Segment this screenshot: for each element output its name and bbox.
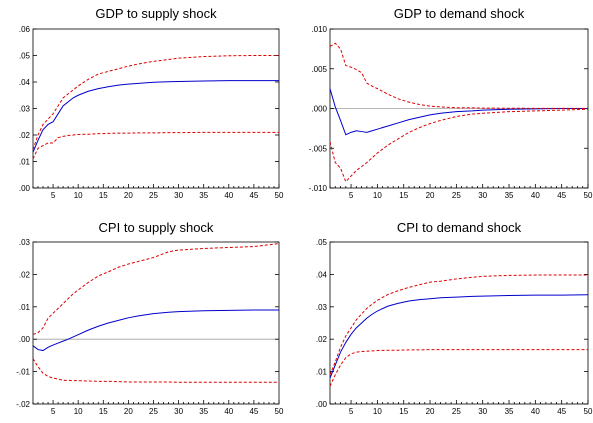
y-tick-label: .04	[316, 270, 328, 279]
y-tick-label: -.02	[16, 400, 30, 409]
x-tick-label: 45	[249, 407, 258, 416]
x-tick-label: 45	[557, 407, 566, 416]
chart-title: GDP to supply shock	[95, 6, 217, 21]
x-tick-label: 50	[275, 407, 284, 416]
x-tick-label: 40	[531, 191, 540, 200]
y-tick-label: .03	[19, 105, 31, 114]
x-tick-label: 35	[505, 407, 514, 416]
x-tick-label: 35	[505, 191, 514, 200]
x-tick-label: 20	[124, 407, 133, 416]
y-tick-label: .02	[19, 131, 31, 140]
x-tick-label: 50	[584, 191, 593, 200]
x-tick-label: 5	[349, 407, 354, 416]
impulse-response-line	[32, 309, 279, 352]
x-tick-label: 10	[74, 407, 83, 416]
y-tick-label: .00	[316, 400, 328, 409]
x-tick-label: 30	[174, 191, 183, 200]
y-tick-label: .06	[19, 25, 31, 34]
x-tick-label: 10	[74, 191, 83, 200]
x-tick-label: 45	[557, 191, 566, 200]
lower-confidence-band	[329, 108, 589, 183]
chart-title: CPI to demand shock	[397, 220, 522, 235]
impulse-response-line	[329, 294, 589, 379]
x-tick-label: 15	[399, 191, 408, 200]
x-tick-label: 45	[249, 191, 258, 200]
y-tick-label: .000	[311, 105, 327, 114]
x-tick-label: 5	[349, 191, 354, 200]
y-tick-label: .05	[316, 238, 328, 247]
y-tick-label: .02	[316, 335, 328, 344]
x-tick-label: 40	[224, 407, 233, 416]
chart-panel-1: GDP to supply shock .00 .01 .02 .03 .04 .05 .06…	[19, 6, 284, 200]
lower-confidence-band	[32, 358, 279, 383]
impulse-response-line	[32, 80, 279, 153]
x-tick-label: 40	[224, 191, 233, 200]
x-tick-label: 25	[452, 407, 461, 416]
x-tick-label: 15	[99, 407, 108, 416]
x-tick-label: 15	[399, 407, 408, 416]
x-tick-label: 20	[426, 407, 435, 416]
x-tick-label: 35	[199, 191, 208, 200]
x-tick-label: 5	[51, 407, 56, 416]
y-tick-label: .03	[19, 238, 31, 247]
impulse-response-line	[329, 88, 588, 136]
chart-panel-3: CPI to supply shock -.02 -.01 .00 .01 .02 .03 5…	[16, 220, 284, 416]
y-tick-label: .01	[19, 158, 31, 167]
x-tick-label: 40	[531, 407, 540, 416]
y-tick-label: .00	[19, 335, 31, 344]
x-tick-label: 15	[99, 191, 108, 200]
chart-panel-2: GDP to demand shock -.010 -.005 .000 .005 .01…	[309, 6, 593, 200]
chart-title: CPI to supply shock	[99, 220, 214, 235]
x-tick-label: 25	[149, 407, 158, 416]
x-tick-label: 30	[478, 191, 487, 200]
x-tick-label: 25	[149, 191, 158, 200]
y-tick-label: .01	[19, 303, 31, 312]
y-tick-label: .01	[316, 368, 328, 377]
x-tick-label: 35	[199, 407, 208, 416]
y-tick-label: .04	[19, 78, 31, 87]
y-tick-label: -.01	[16, 368, 30, 377]
x-tick-label: 30	[478, 407, 487, 416]
y-tick-label: -.005	[309, 144, 328, 153]
y-tick-label: .03	[316, 303, 328, 312]
lower-confidence-band	[32, 131, 279, 160]
upper-confidence-band	[32, 243, 280, 335]
lower-confidence-band	[329, 349, 588, 387]
upper-confidence-band	[329, 42, 588, 109]
plot-area-frame	[32, 28, 280, 189]
y-tick-label: -.010	[309, 184, 328, 193]
x-tick-label: 10	[373, 407, 382, 416]
x-tick-label: 5	[51, 191, 56, 200]
x-tick-label: 50	[584, 407, 593, 416]
x-tick-label: 20	[426, 191, 435, 200]
y-tick-label: .02	[19, 270, 31, 279]
plot-area-frame	[32, 241, 280, 405]
y-tick-label: .05	[19, 52, 31, 61]
x-tick-label: 30	[174, 407, 183, 416]
chart-title: GDP to demand shock	[394, 6, 525, 21]
x-tick-label: 50	[275, 191, 284, 200]
chart-panel-4: CPI to demand shock .00 .01 .02 .03 .04 .05 5 10…	[316, 220, 593, 416]
plot-area-frame	[329, 241, 589, 405]
upper-confidence-band	[329, 274, 588, 376]
y-tick-label: .005	[311, 65, 327, 74]
x-tick-label: 10	[373, 191, 382, 200]
y-tick-label: .010	[311, 25, 327, 34]
x-tick-label: 20	[124, 191, 133, 200]
y-tick-label: .00	[19, 184, 31, 193]
x-tick-label: 25	[452, 191, 461, 200]
